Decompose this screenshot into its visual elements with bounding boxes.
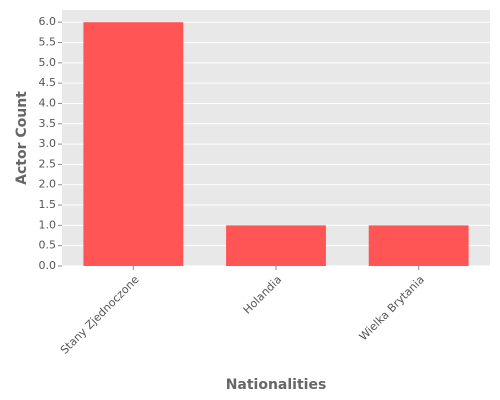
y-tick-label: 4.5 [39, 76, 57, 89]
y-tick-label: 2.0 [39, 178, 57, 191]
y-tick-label: 2.5 [39, 157, 57, 170]
y-tick-label: 3.0 [39, 137, 57, 150]
y-tick-label: 0.0 [39, 259, 57, 272]
x-tick-label: Stany Zjednoczone [58, 273, 142, 357]
x-tick-label: Holandia [241, 273, 285, 317]
bar [368, 225, 469, 266]
bar [226, 225, 326, 266]
y-tick-label: 1.5 [39, 198, 57, 211]
y-tick-label: 4.0 [39, 96, 57, 109]
y-tick-label: 5.0 [39, 56, 57, 69]
y-tick-label: 6.0 [39, 15, 57, 28]
x-tick-label: Wielka Brytania [357, 273, 427, 343]
y-tick-label: 5.5 [39, 36, 57, 49]
y-tick-label: 0.5 [39, 239, 57, 252]
y-tick-label: 1.0 [39, 218, 57, 231]
bar [83, 22, 184, 266]
x-axis-label: Nationalities [226, 377, 327, 393]
y-tick-label: 3.5 [39, 117, 57, 130]
y-axis-label: Actor Count [14, 91, 30, 185]
